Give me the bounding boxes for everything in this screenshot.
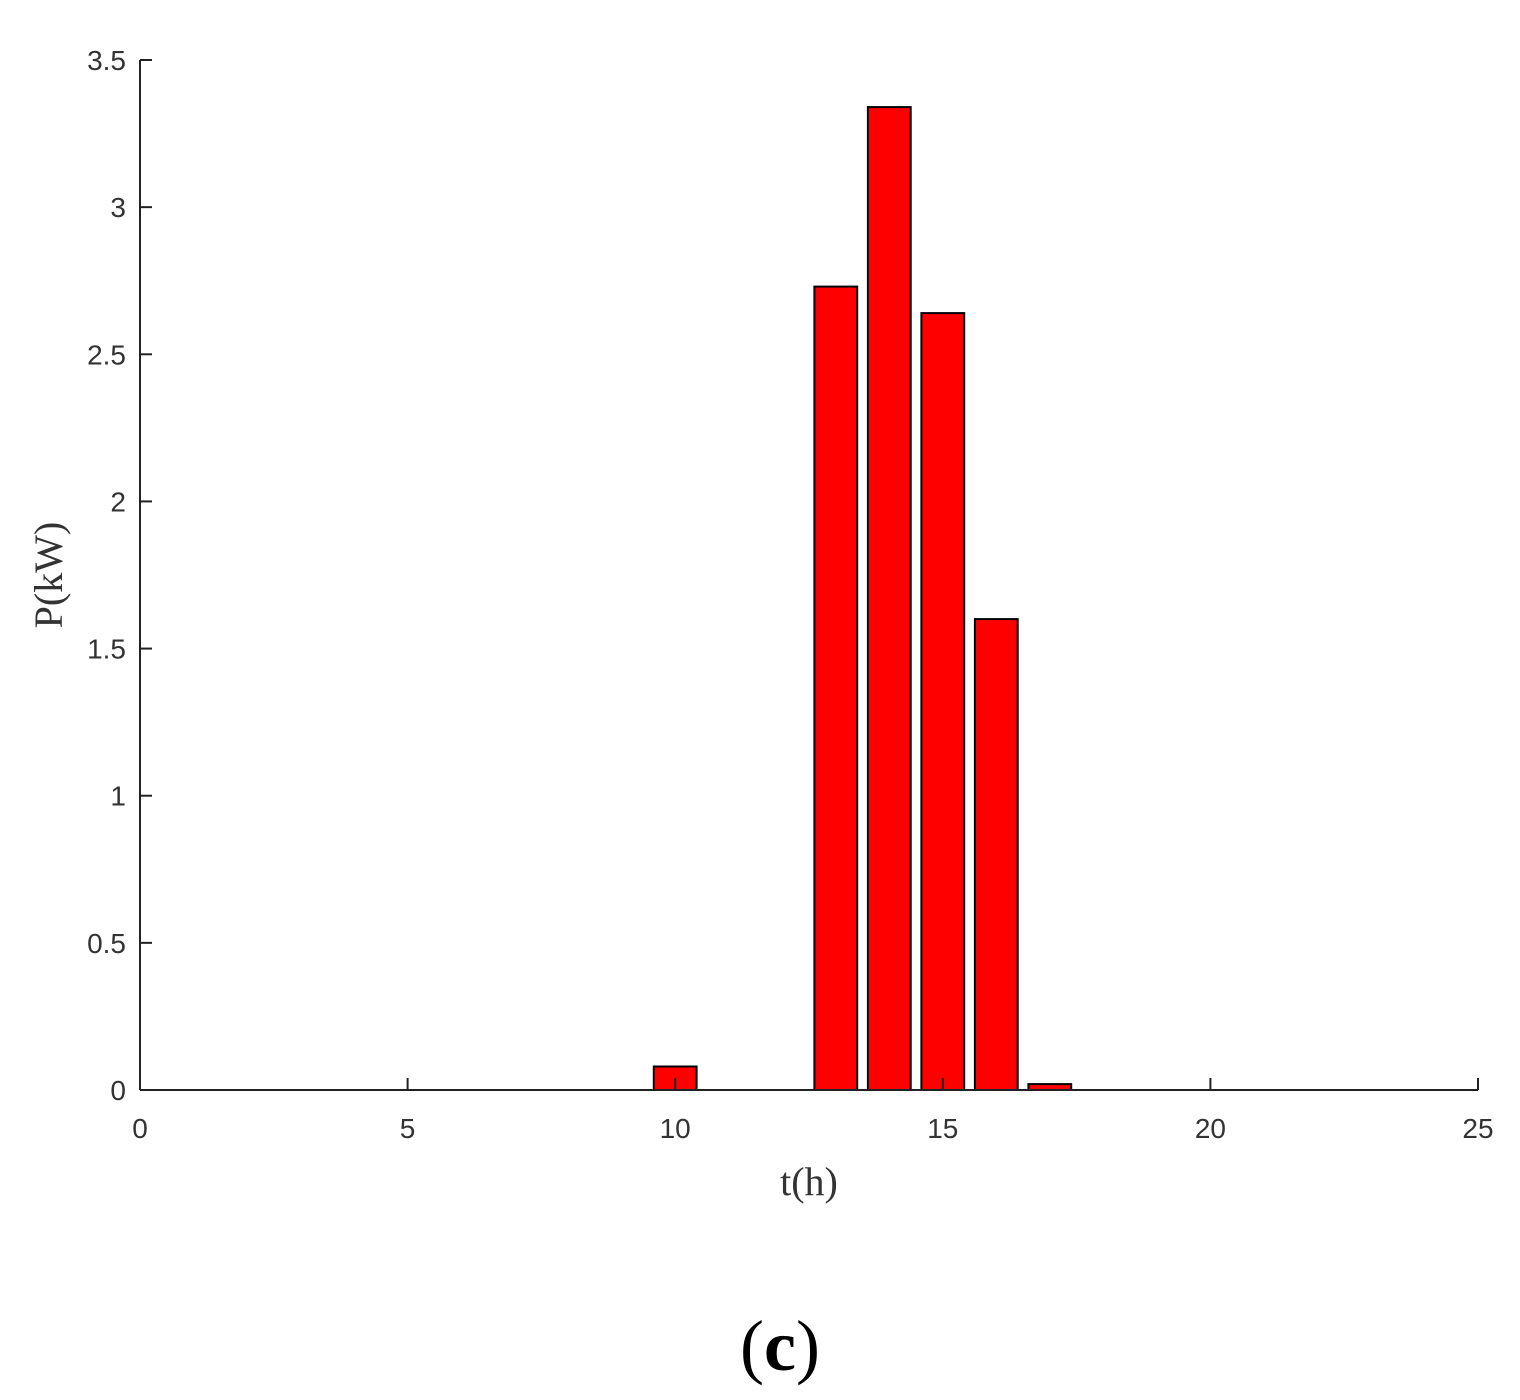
ticks-group: 0 5 10 15 20 25 0 0.5 1 1.5 2 2.5 3 3.5	[87, 45, 1494, 1144]
y-tick-label: 2.5	[87, 339, 126, 370]
bar-13	[813, 285, 859, 1092]
panel-label-open: (	[740, 1306, 764, 1386]
x-tick-label: 15	[927, 1113, 958, 1144]
y-tick-label: 3.5	[87, 45, 126, 76]
y-tick-label: 2	[110, 486, 126, 517]
panel-label: (c)	[740, 1306, 820, 1386]
y-tick-label: 0	[110, 1075, 126, 1106]
bar-16	[973, 618, 1019, 1091]
y-axis-title: P(kW)	[26, 522, 71, 629]
y-tick-label: 0.5	[87, 928, 126, 959]
panel-label-close: )	[796, 1306, 820, 1386]
axes-group	[139, 60, 1478, 1091]
x-axis-title: t(h)	[780, 1159, 838, 1204]
panel-label-letter: c	[764, 1306, 796, 1386]
bars-group	[652, 106, 1073, 1092]
bar-14	[866, 106, 912, 1092]
x-tick-label: 25	[1462, 1113, 1493, 1144]
bar-15	[920, 312, 966, 1092]
y-tick-label: 3	[110, 192, 126, 223]
x-tick-label: 5	[400, 1113, 416, 1144]
x-tick-label: 0	[132, 1113, 148, 1144]
x-tick-label: 20	[1195, 1113, 1226, 1144]
x-tick-label: 10	[660, 1113, 691, 1144]
y-tick-label: 1.5	[87, 634, 126, 665]
y-tick-label: 1	[110, 781, 126, 812]
